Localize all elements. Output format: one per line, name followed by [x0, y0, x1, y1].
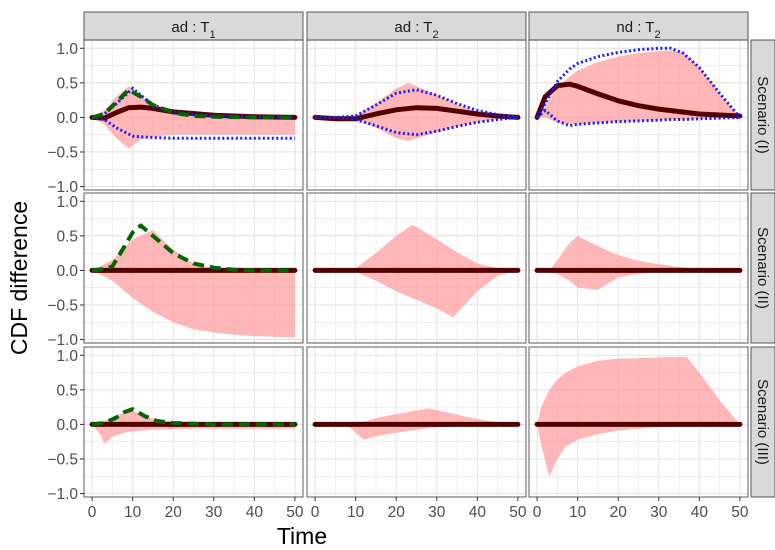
panel-border	[528, 192, 749, 344]
y-tick-label: 0.5	[56, 75, 78, 92]
series-group-0-1	[312, 82, 521, 141]
y-tick-label: 0.0	[56, 110, 78, 127]
y-tick-label: −1.0	[47, 486, 78, 503]
y-tick-label: −1.0	[47, 179, 78, 196]
strip-subscript: 1	[209, 29, 215, 41]
green-dashed-line	[91, 87, 295, 120]
blue-dotted-upper	[535, 46, 742, 119]
y-tick-label: 0.0	[56, 417, 78, 434]
series-group-1-1	[312, 224, 521, 318]
series-group-2-1	[312, 408, 521, 440]
column-strip-2: nd : T2	[528, 11, 749, 41]
x-tick-label: 10	[347, 504, 365, 521]
blue-dotted-lower	[536, 108, 740, 128]
strip-background	[306, 11, 527, 41]
y-tick-label: 1.0	[56, 194, 78, 211]
x-tick-label: 40	[246, 504, 264, 521]
strip-background	[750, 39, 775, 191]
confidence-band	[537, 50, 740, 125]
column-strip-0: ad : T1	[83, 11, 304, 41]
green-dashed-line	[91, 407, 295, 427]
strip-prefix: ad : T	[171, 19, 209, 36]
x-tick-label: 10	[569, 504, 587, 521]
x-tick-label: 30	[650, 504, 668, 521]
column-strip-label: nd : T2	[616, 19, 660, 41]
series-group-0-0	[89, 86, 298, 149]
column-strip-label: ad : T1	[171, 19, 215, 41]
x-tick-label: 20	[165, 504, 183, 521]
x-tick-label: 50	[731, 504, 749, 521]
estimate-line	[312, 105, 521, 122]
confidence-band	[537, 356, 740, 477]
x-tick-label: 0	[88, 504, 97, 521]
series-group-1-2	[534, 235, 743, 290]
y-tick-label: 1.0	[56, 41, 78, 58]
column-strip-label: ad : T2	[394, 19, 438, 41]
y-tick-label: −0.5	[47, 451, 78, 468]
x-tick-label: 40	[469, 504, 487, 521]
panel-border	[528, 346, 749, 498]
strip-prefix: nd : T	[616, 19, 654, 36]
series-group-2-2	[534, 356, 743, 477]
series-group-0-2	[534, 46, 743, 128]
panel-border	[306, 192, 527, 344]
y-tick-label: 0.0	[56, 263, 78, 280]
y-tick-label: −0.5	[47, 144, 78, 161]
row-strip-label: Scenario (II)	[754, 227, 771, 309]
blue-dotted-lower	[315, 115, 519, 137]
strip-subscript: 2	[654, 29, 660, 41]
x-axis-title: Time	[277, 523, 327, 549]
blue-dotted-lower	[91, 115, 295, 140]
x-tick-label: 50	[286, 504, 304, 521]
strip-prefix: ad : T	[394, 19, 432, 36]
x-tick-label: 30	[428, 504, 446, 521]
row-strip-0: Scenario (I)	[750, 39, 775, 191]
y-tick-label: 0.5	[56, 382, 78, 399]
x-tick-label: 30	[205, 504, 223, 521]
x-tick-label: 20	[610, 504, 628, 521]
series-group-1-0	[89, 223, 298, 338]
x-tick-label: 10	[124, 504, 142, 521]
y-tick-label: −1.0	[47, 332, 78, 349]
y-tick-label: −0.5	[47, 297, 78, 314]
series-group-2-0	[89, 407, 298, 444]
strip-background	[750, 192, 775, 344]
x-tick-label: 20	[388, 504, 406, 521]
panel-border	[83, 346, 304, 498]
strip-background	[528, 11, 749, 41]
green-dashed-line	[91, 223, 295, 273]
x-tick-label: 0	[533, 504, 542, 521]
x-tick-label: 50	[509, 504, 527, 521]
x-tick-label: 40	[691, 504, 709, 521]
confidence-band	[537, 235, 740, 290]
y-tick-label: 0.5	[56, 228, 78, 245]
row-strip-label: Scenario (I)	[754, 76, 771, 154]
row-strip-2: Scenario (III)	[750, 346, 775, 498]
row-strip-label: Scenario (III)	[754, 379, 771, 465]
axes-layer: −1.0−0.50.00.51.0−1.0−0.50.00.51.0−1.0−0…	[47, 41, 748, 521]
panels-layer	[83, 39, 749, 498]
y-tick-label: 1.0	[56, 348, 78, 365]
panel-border	[306, 346, 527, 498]
confidence-band	[92, 410, 295, 444]
strip-background	[83, 11, 304, 41]
panel-border	[83, 192, 304, 344]
x-tick-label: 0	[311, 504, 320, 521]
row-strip-1: Scenario (II)	[750, 192, 775, 344]
confidence-band	[315, 82, 518, 141]
y-axis-title: CDF difference	[6, 201, 32, 355]
strip-subscript: 2	[432, 29, 438, 41]
column-strip-1: ad : T2	[306, 11, 527, 41]
confidence-band	[92, 230, 295, 338]
strip-background	[750, 346, 775, 498]
confidence-band	[92, 86, 295, 149]
